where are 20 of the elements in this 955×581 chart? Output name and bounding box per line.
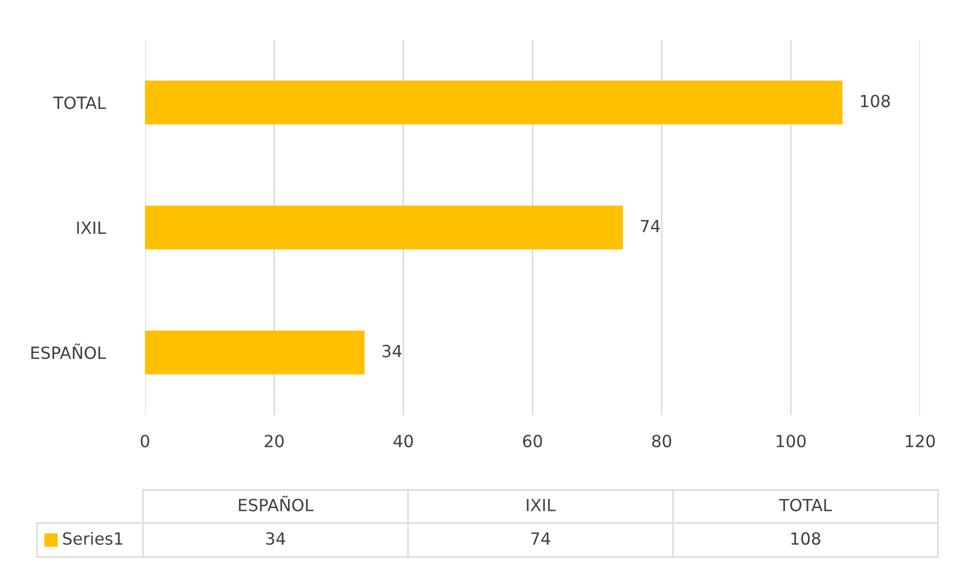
y-tick-label: IXIL <box>77 222 106 234</box>
data-label: 34 <box>382 344 402 358</box>
category-label: ESPAÑOL <box>238 496 314 512</box>
text: 74 <box>531 532 550 545</box>
x-tick-label: 0 <box>140 434 150 448</box>
x-tick-label: 40 <box>394 434 413 448</box>
x-tick-label: 100 <box>776 434 806 448</box>
legend-label: Series1 <box>63 532 122 545</box>
category-label: TOTAL <box>779 498 832 512</box>
text: 108 <box>791 532 820 545</box>
x-tick-label: 20 <box>264 434 284 448</box>
text: 34 <box>266 532 286 545</box>
y-tick-label: TOTAL <box>53 96 106 110</box>
category-label: IXIL <box>526 498 556 512</box>
data-label: 74 <box>640 220 660 232</box>
x-tick-label: 80 <box>652 434 672 448</box>
x-tick-label: 60 <box>523 434 542 448</box>
data-label: 108 <box>860 94 890 108</box>
y-tick-label: ESPAÑOL <box>31 344 106 360</box>
x-tick-label: 120 <box>906 434 935 448</box>
